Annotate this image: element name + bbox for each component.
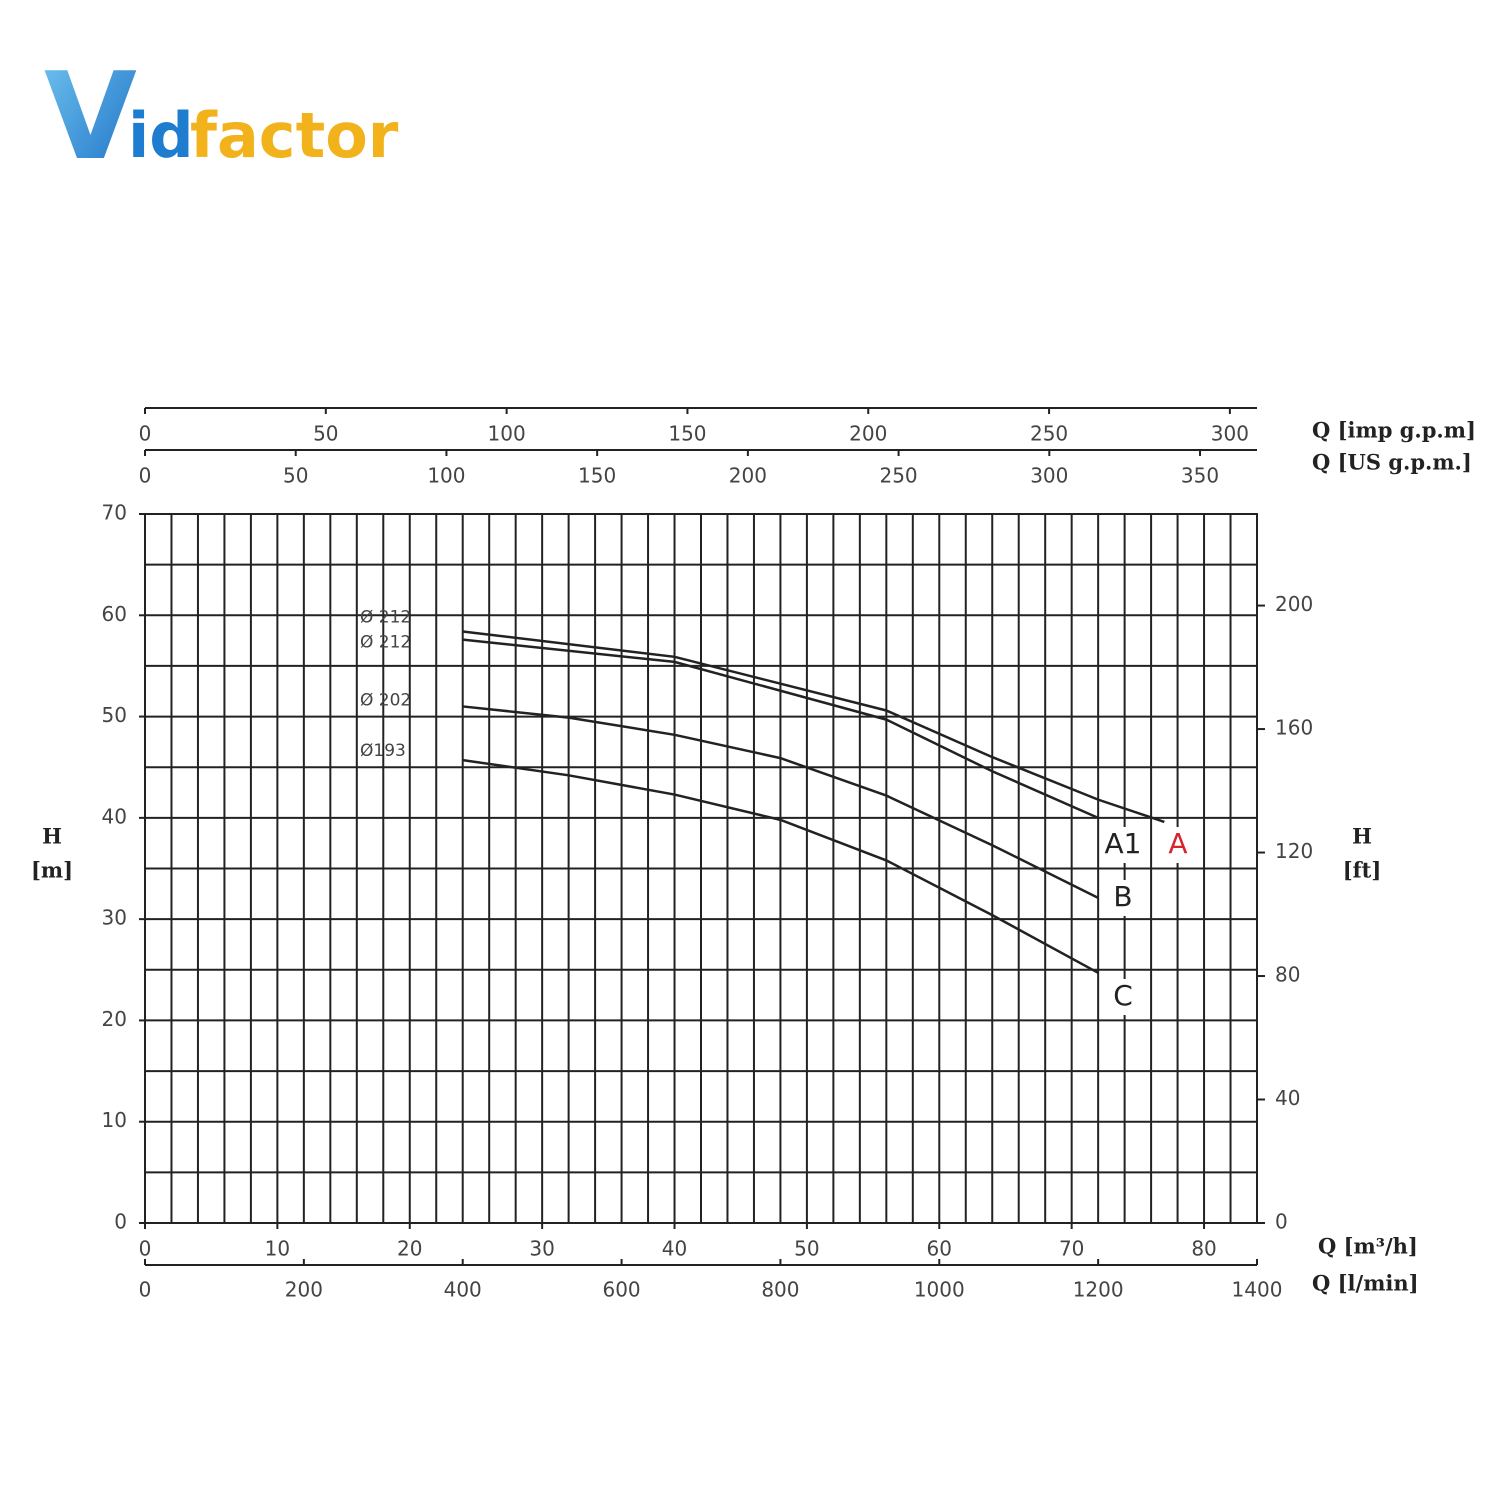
x-axis-label: Q [l/min] [1312,1271,1419,1296]
curve [462,638,1099,820]
y2-axis-label: H [1352,824,1372,849]
curve [462,630,1165,824]
x-axis-label: Q [US g.p.m.] [1312,450,1472,475]
diameter-label: Ø 212 [360,607,411,627]
label-bg [1105,979,1141,1015]
y2-tick-label: 0 [1275,1210,1288,1234]
x-tick-label: 60 [927,1237,952,1261]
x-tick-label: 0 [139,1278,152,1302]
x-tick-label: 1000 [914,1278,965,1302]
x-tick-label: 20 [397,1237,422,1261]
x-tick-label: 80 [1191,1237,1216,1261]
x-tick-label: 300 [1211,422,1249,446]
plot-frame [144,513,1258,1224]
y2-tick-label: 40 [1275,1086,1300,1110]
y2-tick-label: 160 [1275,716,1313,740]
y-tick-label: 70 [102,501,127,525]
x-tick-label: 100 [488,422,526,446]
x-tick-label: 350 [1181,464,1219,488]
x-tick-label: 50 [794,1237,819,1261]
x-tick-label: 0 [139,1237,152,1261]
curve-label: B [1113,880,1132,913]
label-bg [1105,880,1141,916]
y-tick-label: 0 [114,1210,127,1234]
x-tick-label: 200 [285,1278,323,1302]
diameter-label: Ø193 [360,741,406,761]
y-tick-label: 40 [102,804,127,828]
y-axis-unit: [m] [31,858,73,883]
x-tick-label: 40 [662,1237,687,1261]
logo-mark: V [44,48,137,187]
x-tick-label: 1400 [1232,1278,1283,1302]
x-tick-label: 1200 [1073,1278,1124,1302]
x-tick-label: 0 [139,464,152,488]
curve-label: A [1168,827,1187,860]
logo-part2: factor [190,99,399,172]
x-tick-label: 50 [313,422,338,446]
curve [462,758,1099,974]
x-tick-label: 250 [1030,422,1068,446]
x-tick-label: 600 [602,1278,640,1302]
x-tick-label: 70 [1059,1237,1084,1261]
x-tick-label: 200 [729,464,767,488]
logo-part1: id [128,99,194,172]
y-axis-label: H [42,824,62,849]
x-tick-label: 100 [427,464,465,488]
curve [462,705,1099,899]
y-tick-label: 60 [102,602,127,626]
x-tick-label: 250 [879,464,917,488]
label-bg [1160,827,1196,863]
x-tick-label: 150 [578,464,616,488]
x-axis-label: Q [m³/h] [1318,1234,1418,1259]
x-tick-label: 200 [849,422,887,446]
x-tick-label: 50 [283,464,308,488]
y-tick-label: 30 [102,906,127,930]
x-tick-label: 150 [668,422,706,446]
x-tick-label: 0 [139,422,152,446]
x-tick-label: 800 [761,1278,799,1302]
y2-tick-label: 80 [1275,963,1300,987]
label-bg [1105,827,1141,863]
diameter-label: Ø 202 [360,690,411,710]
x-tick-label: 300 [1030,464,1068,488]
y2-axis-unit: [ft] [1343,858,1382,883]
x-axis-label: Q [imp g.p.m] [1312,418,1476,443]
y-tick-label: 10 [102,1108,127,1132]
x-tick-label: 10 [265,1237,290,1261]
diameter-label: Ø 212 [360,633,411,653]
curve-label: C [1113,979,1133,1012]
y2-tick-label: 120 [1275,839,1313,863]
y2-tick-label: 200 [1275,592,1313,616]
y-tick-label: 50 [102,703,127,727]
logo: V id factor [44,48,399,187]
x-tick-label: 400 [444,1278,482,1302]
x-tick-label: 30 [529,1237,554,1261]
curve-label: A1 [1105,827,1142,860]
y-tick-label: 20 [102,1007,127,1031]
